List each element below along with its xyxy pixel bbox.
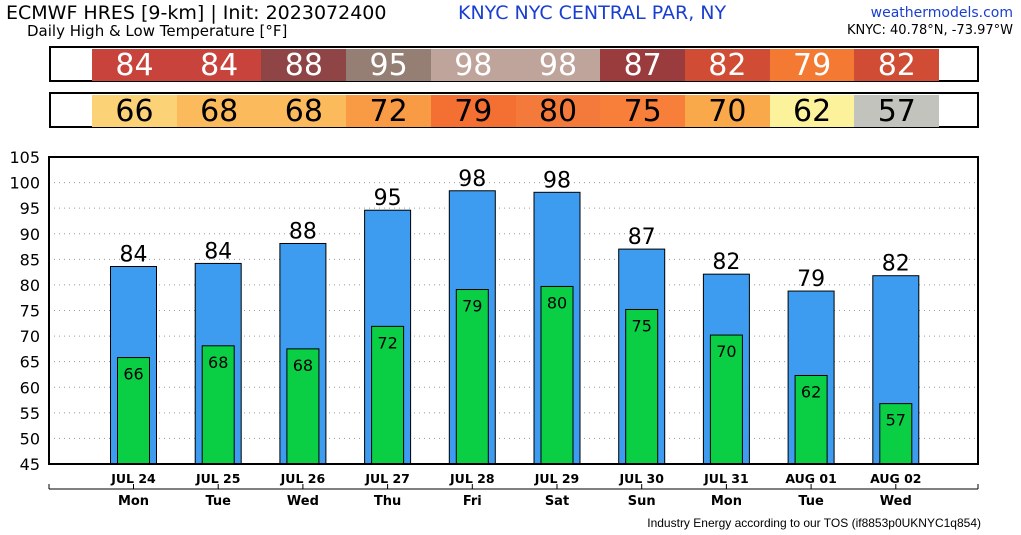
weekday-label: Thu — [374, 494, 401, 509]
high-value-label: 88 — [289, 219, 317, 244]
high-temp-cell: 82 — [854, 49, 940, 82]
high-value-label: 82 — [882, 252, 910, 277]
x-tick-label: JUL 28 — [449, 471, 495, 486]
chart-title: ECMWF HRES [9-km] | Init: 2023072400 — [6, 2, 387, 24]
low-bar — [455, 289, 489, 465]
low-value-label: 79 — [462, 297, 482, 316]
low-bar — [794, 374, 828, 465]
y-tick-label: 65 — [20, 353, 40, 372]
x-tick-label: JUL 26 — [280, 471, 326, 486]
plot-frame — [48, 156, 979, 465]
low-bar — [286, 348, 320, 465]
y-tick-label: 45 — [20, 455, 40, 474]
x-tick-label: JUL 25 — [195, 471, 241, 486]
low-temp-cell: 70 — [684, 95, 770, 128]
low-value-label: 66 — [123, 365, 143, 384]
x-tick-label: JUL 27 — [364, 471, 410, 486]
low-value-label: 70 — [716, 342, 736, 361]
high-temp-cell: 79 — [769, 49, 855, 82]
high-temp-cell: 95 — [346, 49, 432, 82]
high-value-label: 84 — [204, 239, 232, 264]
low-temperature-strip: 66 68 68 72 79 80 75 70 62 57 — [49, 92, 979, 128]
weekday-label: Tue — [798, 494, 824, 509]
low-bar — [117, 357, 150, 465]
x-tick-label: AUG 01 — [785, 471, 836, 486]
low-temp-cell: 79 — [430, 95, 516, 128]
y-tick-label: 100 — [9, 174, 40, 193]
y-tick-label: 105 — [9, 148, 40, 167]
high-temp-cell: 82 — [684, 49, 770, 82]
low-bar — [540, 285, 574, 465]
y-tick-label: 95 — [20, 199, 40, 218]
footer-note: Industry Energy according to our TOS (if… — [647, 516, 981, 530]
high-value-label: 98 — [543, 168, 571, 193]
weekday-label: Fri — [463, 494, 482, 509]
low-value-label: 68 — [293, 356, 313, 375]
high-value-label: 98 — [458, 167, 486, 192]
high-value-label: 79 — [797, 267, 825, 292]
y-tick-label: 55 — [20, 404, 40, 423]
low-temp-cell: 72 — [346, 95, 432, 128]
low-bar — [371, 325, 405, 465]
x-tick-label: JUL 29 — [534, 471, 580, 486]
low-temp-cell: 80 — [515, 95, 601, 128]
y-tick-label: 70 — [20, 327, 40, 346]
high-value-label: 82 — [712, 250, 740, 275]
weekday-label: Wed — [880, 494, 912, 509]
high-temp-cell: 98 — [430, 49, 516, 82]
y-tick-label: 60 — [20, 378, 40, 397]
x-tick-label: JUL 31 — [703, 471, 749, 486]
high-value-label: 95 — [374, 186, 402, 211]
high-temp-cell: 84 — [92, 49, 177, 82]
low-temp-cell: 75 — [600, 95, 686, 128]
station-name: KNYC NYC CENTRAL PAR, NY — [458, 2, 727, 24]
y-tick-label: 50 — [20, 429, 40, 448]
weekday-label: Sun — [628, 494, 656, 509]
weekday-label: Mon — [118, 494, 149, 509]
low-value-label: 75 — [632, 316, 652, 335]
y-tick-label: 80 — [20, 276, 40, 295]
weekday-label: Tue — [205, 494, 231, 509]
chart-subtitle: Daily High & Low Temperature [°F] — [27, 22, 288, 40]
low-value-label: 62 — [801, 382, 821, 401]
low-temp-cell: 62 — [769, 95, 855, 128]
low-value-label: 68 — [208, 353, 228, 372]
weekday-label: Sat — [545, 494, 569, 509]
low-bar — [201, 345, 235, 465]
high-temp-cell: 84 — [176, 49, 262, 82]
x-tick-label: JUL 30 — [618, 471, 664, 486]
low-value-label: 72 — [377, 333, 397, 352]
low-value-label: 57 — [886, 411, 906, 430]
high-temperature-strip: 84 84 88 95 98 98 87 82 79 82 — [49, 46, 979, 82]
y-tick-label: 85 — [20, 250, 40, 269]
low-value-label: 80 — [547, 293, 567, 312]
site-link[interactable]: weathermodels.com — [870, 5, 1013, 21]
low-temp-cell: 68 — [176, 95, 262, 128]
y-tick-label: 90 — [20, 225, 40, 244]
high-value-label: 87 — [628, 225, 656, 250]
low-temp-cell: 57 — [854, 95, 940, 128]
high-temp-cell: 88 — [261, 49, 347, 82]
low-temp-cell: 68 — [261, 95, 347, 128]
y-tick-label: 75 — [20, 302, 40, 321]
high-temp-cell: 98 — [515, 49, 601, 82]
low-temp-cell: 66 — [92, 95, 177, 128]
x-tick-label: AUG 02 — [870, 471, 921, 486]
low-bar — [625, 308, 659, 465]
x-tick-label: JUL 24 — [110, 471, 156, 486]
weekday-label: Wed — [287, 494, 319, 509]
weekday-label: Mon — [711, 494, 742, 509]
high-temp-cell: 87 — [600, 49, 686, 82]
station-coordinates: KNYC: 40.78°N, -73.97°W — [846, 23, 1013, 38]
high-value-label: 84 — [120, 242, 148, 267]
